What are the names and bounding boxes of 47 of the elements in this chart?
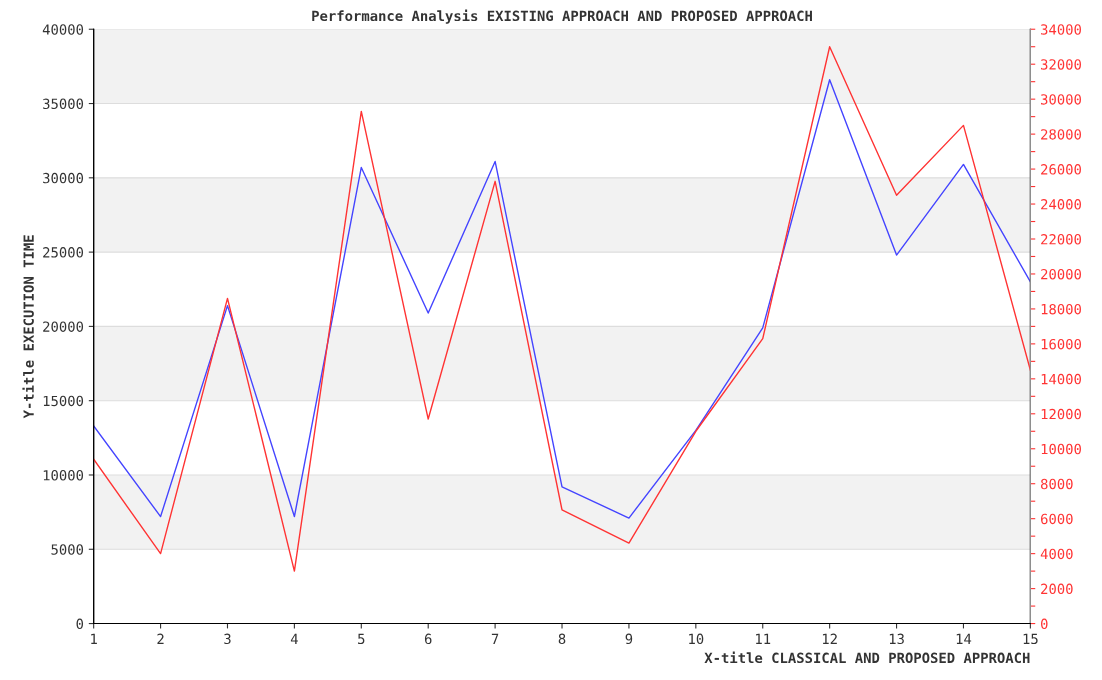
x-tick-label: 10 bbox=[689, 633, 704, 645]
y-tick-label: 10000 bbox=[43, 469, 84, 481]
y2-tick-label: 18000 bbox=[1041, 303, 1081, 315]
y-axis-title: Y-title EXECUTION TIME bbox=[22, 235, 34, 419]
x-tick-label: 13 bbox=[889, 633, 904, 645]
x-tick-label: 5 bbox=[358, 633, 365, 645]
y2-tick-label: 8000 bbox=[1040, 478, 1073, 490]
y-tick-label: 30000 bbox=[43, 172, 84, 184]
y-tick-label: 25000 bbox=[43, 247, 84, 258]
x-axis-title: X-title CLASSICAL AND PROPOSED APPROACH bbox=[704, 651, 1030, 664]
x-tick-label: 14 bbox=[956, 633, 972, 644]
y-tick-label: 5000 bbox=[51, 544, 84, 555]
y2-tick-label: 12000 bbox=[1041, 408, 1081, 420]
x-tick-label: 15 bbox=[1023, 633, 1038, 645]
y2-tick-label: 14000 bbox=[1041, 373, 1081, 385]
y2-tick-label: 0 bbox=[1040, 618, 1048, 630]
y2-tick-label: 24000 bbox=[1041, 199, 1081, 210]
y2-tick-label: 28000 bbox=[1041, 129, 1081, 140]
y2-tick-label: 26000 bbox=[1041, 164, 1081, 175]
y2-tick-label: 4000 bbox=[1040, 548, 1073, 560]
y2-tick-label: 10000 bbox=[1041, 443, 1081, 455]
y2-tick-label: 30000 bbox=[1041, 94, 1081, 105]
y-tick-label: 35000 bbox=[43, 98, 84, 110]
y-tick-label: 0 bbox=[76, 618, 84, 630]
y2-tick-label: 32000 bbox=[1041, 59, 1081, 70]
y2-tick-label: 22000 bbox=[1041, 234, 1081, 245]
y-tick-label: 20000 bbox=[43, 321, 84, 332]
x-tick-label: 7 bbox=[491, 633, 499, 644]
y2-tick-label: 2000 bbox=[1041, 583, 1073, 595]
x-tick-label: 2 bbox=[157, 633, 164, 644]
x-tick-label: 11 bbox=[756, 633, 771, 644]
y2-tick-label: 6000 bbox=[1040, 513, 1073, 525]
y-tick-label: 15000 bbox=[43, 395, 84, 407]
x-tick-label: 1 bbox=[91, 633, 97, 644]
chart-title: Performance Analysis EXISTING APPROACH AND PROPOSED APPROACH bbox=[312, 9, 812, 24]
x-tick-label: 3 bbox=[224, 633, 231, 645]
x-tick-label: 6 bbox=[424, 633, 432, 645]
x-tick-label: 4 bbox=[290, 633, 298, 644]
y2-tick-label: 16000 bbox=[1041, 338, 1081, 350]
x-tick-label: 9 bbox=[625, 633, 633, 645]
line-series bbox=[93, 79, 1031, 519]
x-tick-label: 12 bbox=[822, 633, 837, 644]
y2-tick-label: 34000 bbox=[1041, 24, 1081, 35]
x-tick-label: 8 bbox=[558, 633, 566, 645]
line-series bbox=[93, 46, 1031, 572]
y-tick-label: 40000 bbox=[42, 24, 84, 35]
y2-tick-label: 20000 bbox=[1041, 268, 1081, 280]
